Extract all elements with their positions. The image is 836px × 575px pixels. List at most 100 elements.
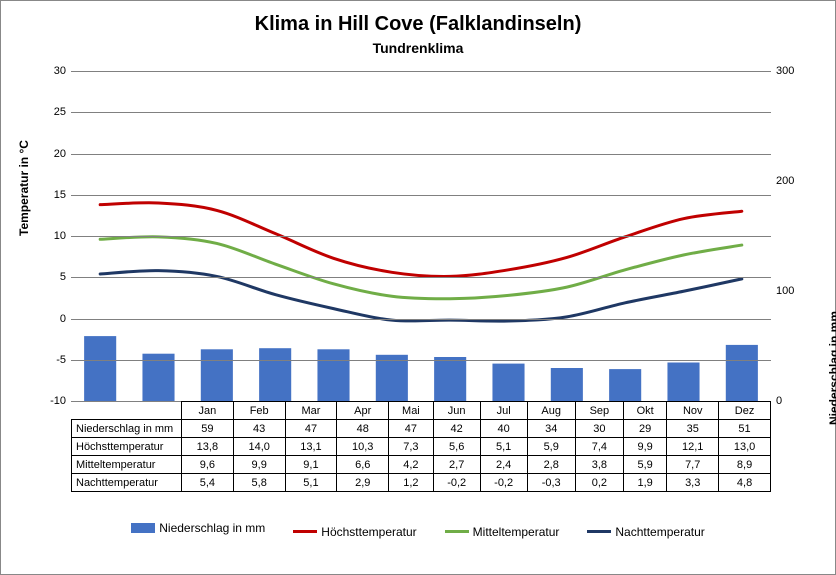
gridline [71, 277, 771, 278]
table-cell: 2,4 [480, 456, 527, 474]
y-tick-left: 25 [41, 106, 71, 118]
table-cell: 30 [575, 420, 623, 438]
legend-label: Höchsttemperatur [321, 525, 416, 539]
legend-swatch [293, 530, 317, 533]
legend-item: Niederschlag in mm [131, 521, 265, 535]
table-cell: 6,6 [337, 456, 389, 474]
y-tick-right: 200 [771, 175, 806, 187]
table-cell: 7,3 [389, 438, 434, 456]
gridline [71, 195, 771, 196]
precip-bar [317, 349, 349, 401]
table-cell: 5,9 [527, 438, 575, 456]
chart-legend: Niederschlag in mm Höchsttemperatur Mittel… [1, 521, 835, 539]
gridline [71, 319, 771, 320]
month-header: Okt [623, 402, 666, 420]
table-cell: 13,0 [719, 438, 771, 456]
table-row: Nachttemperatur5,45,85,12,91,2-0,2-0,2-0… [72, 474, 771, 492]
table-row: Niederschlag in mm5943474847424034302935… [72, 420, 771, 438]
legend-swatch [445, 530, 469, 533]
table-cell: 48 [337, 420, 389, 438]
y-tick-left: 0 [41, 313, 71, 325]
month-header: Jan [182, 402, 234, 420]
y-tick-left: -5 [41, 354, 71, 366]
table-cell: -0,3 [527, 474, 575, 492]
row-label: Höchsttemperatur [72, 438, 182, 456]
table-row: Mitteltemperatur9,69,99,16,64,22,72,42,8… [72, 456, 771, 474]
table-cell: 47 [389, 420, 434, 438]
y-tick-left: 10 [41, 230, 71, 242]
table-cell: 5,8 [233, 474, 285, 492]
table-cell: 3,3 [667, 474, 719, 492]
table-cell: 29 [623, 420, 666, 438]
month-header: Sep [575, 402, 623, 420]
y-axis-left-label: Temperatur in °C [17, 140, 31, 236]
legend-label: Niederschlag in mm [159, 521, 265, 535]
legend-label: Nachttemperatur [615, 525, 704, 539]
precip-bar [551, 368, 583, 401]
y-tick-left: -10 [41, 395, 71, 407]
gridline [71, 71, 771, 72]
table-cell: 47 [285, 420, 337, 438]
table-cell: 9,9 [623, 438, 666, 456]
table-cell: 2,9 [337, 474, 389, 492]
table-cell: 13,1 [285, 438, 337, 456]
y-tick-right: 100 [771, 285, 806, 297]
month-header: Dez [719, 402, 771, 420]
row-label: Nachttemperatur [72, 474, 182, 492]
gridline [71, 236, 771, 237]
month-header: Mar [285, 402, 337, 420]
legend-swatch [131, 523, 155, 533]
table-header-row: JanFebMarAprMaiJunJulAugSepOktNovDez [72, 402, 771, 420]
table-cell: 35 [667, 420, 719, 438]
precip-bar [434, 357, 466, 401]
table-cell: 7,7 [667, 456, 719, 474]
table-cell: 10,3 [337, 438, 389, 456]
month-header: Feb [233, 402, 285, 420]
table-cell: 2,8 [527, 456, 575, 474]
month-header: Jun [433, 402, 480, 420]
gridline [71, 154, 771, 155]
data-table: JanFebMarAprMaiJunJulAugSepOktNovDezNied… [71, 401, 771, 492]
table-cell: 1,9 [623, 474, 666, 492]
table-cell: 13,8 [182, 438, 234, 456]
table-cell: 2,7 [433, 456, 480, 474]
table-cell: 0,2 [575, 474, 623, 492]
table-cell: 43 [233, 420, 285, 438]
y-axis-right-label: Niederschlag in mm [827, 311, 836, 425]
y-tick-left: 30 [41, 65, 71, 77]
y-tick-left: 5 [41, 271, 71, 283]
table-cell: 1,2 [389, 474, 434, 492]
table-cell: 5,4 [182, 474, 234, 492]
precip-bar [609, 369, 641, 401]
table-cell: 9,1 [285, 456, 337, 474]
table-cell: 4,8 [719, 474, 771, 492]
chart-subtitle: Tundrenklima [1, 40, 835, 56]
table-cell: 7,4 [575, 438, 623, 456]
precip-bar [201, 349, 233, 401]
precip-bar [667, 363, 699, 402]
precip-bar [84, 336, 116, 401]
y-tick-left: 15 [41, 189, 71, 201]
precip-bar [492, 364, 524, 401]
row-label: Mitteltemperatur [72, 456, 182, 474]
precip-bar [376, 355, 408, 401]
chart-plot-area: -10-50510152025300100200300 [71, 71, 771, 401]
chart-title: Klima in Hill Cove (Falklandinseln) [1, 13, 835, 36]
month-header: Apr [337, 402, 389, 420]
table-cell: 5,9 [623, 456, 666, 474]
table-cell: 34 [527, 420, 575, 438]
precip-bar [142, 354, 174, 401]
table-cell: 59 [182, 420, 234, 438]
table-cell: 51 [719, 420, 771, 438]
legend-label: Mitteltemperatur [473, 525, 560, 539]
row-label: Niederschlag in mm [72, 420, 182, 438]
table-cell: 14,0 [233, 438, 285, 456]
month-header: Nov [667, 402, 719, 420]
table-cell: 5,1 [285, 474, 337, 492]
gridline [71, 360, 771, 361]
table-cell: 40 [480, 420, 527, 438]
y-tick-right: 300 [771, 65, 806, 77]
mid-line [100, 237, 742, 299]
table-cell: 4,2 [389, 456, 434, 474]
table-cell: -0,2 [433, 474, 480, 492]
